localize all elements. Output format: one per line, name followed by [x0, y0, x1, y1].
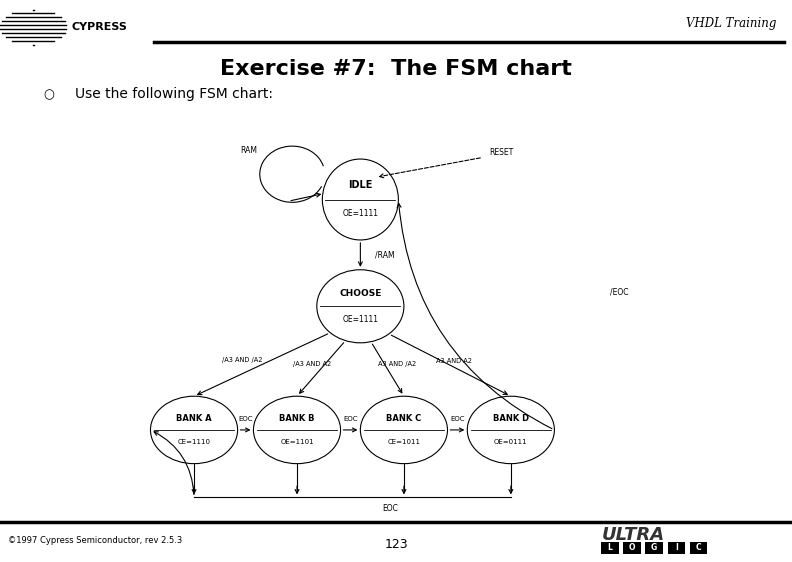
Text: IDLE: IDLE [348, 180, 372, 191]
Text: RESET: RESET [489, 148, 514, 157]
Text: CYPRESS: CYPRESS [71, 22, 128, 32]
FancyBboxPatch shape [668, 542, 685, 554]
Text: OE=1111: OE=1111 [342, 315, 379, 324]
Text: EOC: EOC [382, 504, 398, 513]
Text: BANK D: BANK D [493, 414, 529, 423]
Text: RAM: RAM [240, 146, 257, 155]
Text: /EOC: /EOC [610, 288, 628, 297]
Text: ○: ○ [44, 88, 55, 101]
Text: G: G [651, 543, 657, 552]
FancyBboxPatch shape [623, 542, 641, 554]
Text: C: C [695, 543, 702, 552]
Ellipse shape [317, 270, 404, 343]
Text: /A3 AND /A2: /A3 AND /A2 [222, 357, 263, 363]
Text: OE=1101: OE=1101 [280, 439, 314, 445]
Text: CE=1110: CE=1110 [177, 439, 211, 445]
FancyBboxPatch shape [601, 542, 619, 554]
Text: O: O [629, 543, 635, 552]
FancyBboxPatch shape [645, 542, 663, 554]
Text: BANK C: BANK C [386, 414, 421, 423]
Text: CE=1011: CE=1011 [387, 439, 421, 445]
Text: /A3 AND A2: /A3 AND A2 [292, 361, 331, 367]
Text: Use the following FSM chart:: Use the following FSM chart: [75, 88, 273, 101]
Text: I: I [675, 543, 678, 552]
Text: 123: 123 [384, 537, 408, 551]
Ellipse shape [322, 159, 398, 240]
Text: EOC: EOC [238, 416, 253, 422]
Text: ©1997 Cypress Semiconductor, rev 2.5.3: ©1997 Cypress Semiconductor, rev 2.5.3 [8, 536, 182, 545]
Text: L: L [607, 543, 612, 552]
Text: A3 AND /A2: A3 AND /A2 [378, 361, 416, 368]
Text: CHOOSE: CHOOSE [339, 289, 382, 298]
Ellipse shape [360, 396, 447, 464]
Text: EOC: EOC [450, 416, 465, 422]
Ellipse shape [467, 396, 554, 464]
Ellipse shape [150, 396, 238, 464]
Text: EOC: EOC [343, 416, 358, 422]
Text: OE=0111: OE=0111 [494, 439, 527, 445]
Text: VHDL Training: VHDL Training [686, 17, 776, 30]
Text: A3 AND A2: A3 AND A2 [436, 357, 472, 364]
Text: BANK A: BANK A [177, 414, 211, 423]
Text: ULTRA: ULTRA [602, 526, 665, 544]
Text: Exercise #7:  The FSM chart: Exercise #7: The FSM chart [220, 58, 572, 79]
Text: /RAM: /RAM [375, 250, 394, 260]
Text: OE=1111: OE=1111 [342, 209, 379, 218]
FancyBboxPatch shape [690, 542, 707, 554]
Ellipse shape [253, 396, 341, 464]
Text: BANK B: BANK B [280, 414, 314, 423]
